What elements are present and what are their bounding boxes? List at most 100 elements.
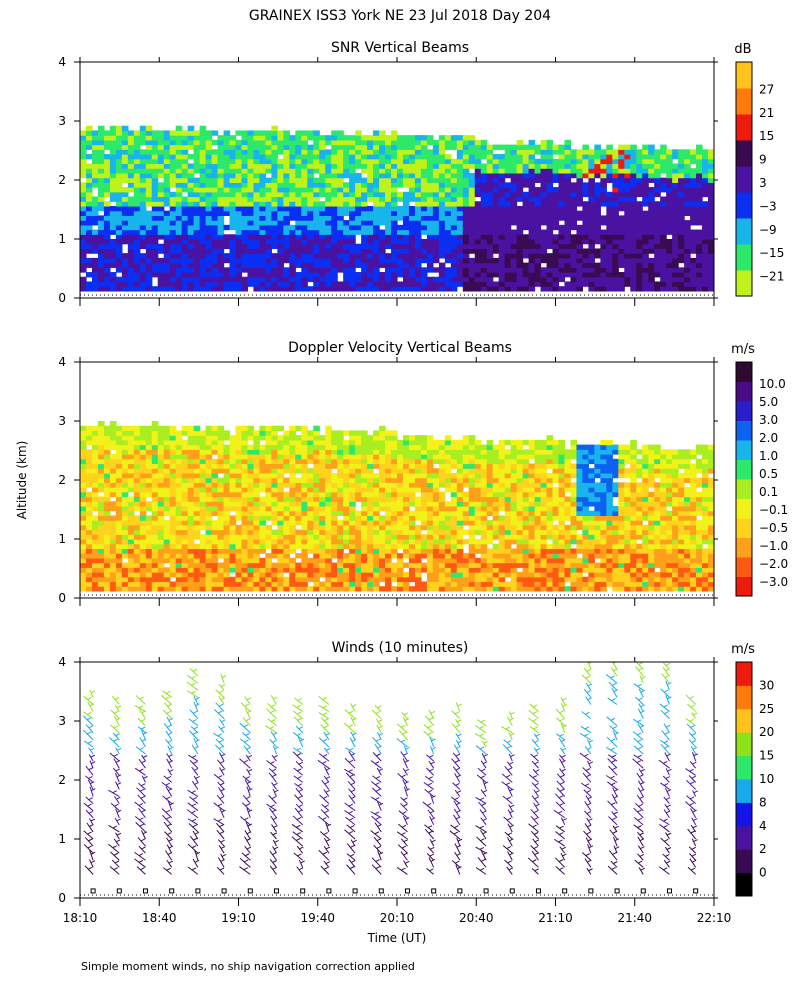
heatmap-cell <box>301 210 308 216</box>
heatmap-cell <box>127 163 135 169</box>
heatmap-cell <box>630 196 637 202</box>
heatmap-cell <box>175 548 183 554</box>
heatmap-cell <box>462 239 470 245</box>
heatmap-cell <box>223 130 231 136</box>
heatmap-cell <box>510 201 518 207</box>
heatmap-cell <box>492 239 500 245</box>
heatmap-cell <box>247 201 255 207</box>
heatmap-cell <box>313 135 320 141</box>
heatmap-cell <box>163 439 171 446</box>
heatmap-cell <box>319 248 326 254</box>
heatmap-cell <box>702 149 709 155</box>
heatmap-cell <box>402 281 410 287</box>
heatmap-cell <box>199 239 207 245</box>
heatmap-cell <box>199 534 207 540</box>
heatmap-cell <box>271 501 278 507</box>
heatmap-cell <box>708 220 714 226</box>
heatmap-cell <box>552 196 560 202</box>
heatmap-cell <box>301 205 308 212</box>
heatmap-cell <box>127 205 135 212</box>
heatmap-cell <box>121 262 129 268</box>
heatmap-cell <box>672 177 679 183</box>
heatmap-cell <box>450 163 458 169</box>
heatmap-cell <box>205 491 213 498</box>
heatmap-cell <box>391 215 398 221</box>
heatmap-cell <box>151 529 159 535</box>
heatmap-cell <box>522 272 530 278</box>
heatmap-cell <box>474 149 482 155</box>
heatmap-cell <box>157 248 165 254</box>
heatmap-cell <box>337 534 344 540</box>
heatmap-cell <box>444 267 452 273</box>
heatmap-cell <box>295 229 302 235</box>
heatmap-cell <box>361 454 368 460</box>
heatmap-cell <box>253 220 261 226</box>
heatmap-cell <box>498 281 506 287</box>
heatmap-cell <box>414 182 422 188</box>
heatmap-cell <box>229 196 237 202</box>
heatmap-cell <box>217 501 225 507</box>
heatmap-cell <box>163 472 171 479</box>
heatmap-cell <box>672 210 679 216</box>
heatmap-cell <box>355 205 362 212</box>
heatmap-cell <box>127 472 135 479</box>
heatmap-cell <box>199 243 207 250</box>
heatmap-cell <box>534 149 542 155</box>
heatmap-cell <box>115 220 123 226</box>
heatmap-cell <box>343 557 350 564</box>
heatmap-cell <box>666 243 673 250</box>
heatmap-cell <box>223 491 231 498</box>
heatmap-cell <box>181 454 189 460</box>
heatmap-cell <box>157 534 165 540</box>
heatmap-cell <box>91 477 99 483</box>
heatmap-cell <box>283 286 290 292</box>
heatmap-cell <box>80 130 87 136</box>
heatmap-cell <box>379 248 386 254</box>
heatmap-cell <box>217 239 225 245</box>
heatmap-cell <box>211 253 219 259</box>
heatmap-cell <box>337 463 344 469</box>
heatmap-cell <box>642 210 649 216</box>
heatmap-cell <box>295 477 302 483</box>
heatmap-cell <box>367 149 374 155</box>
heatmap-cell <box>109 229 117 235</box>
heatmap-cell <box>199 172 207 179</box>
heatmap-cell <box>492 196 500 202</box>
heatmap-cell <box>582 234 589 240</box>
heatmap-cell <box>97 191 105 198</box>
heatmap-cell <box>115 435 123 441</box>
heatmap-cell <box>528 220 536 226</box>
heatmap-cell <box>546 220 554 226</box>
heatmap-cell <box>205 534 213 540</box>
heatmap-cell <box>181 576 189 583</box>
heatmap-cell <box>313 257 320 264</box>
heatmap-cell <box>408 281 416 287</box>
heatmap-cell <box>498 220 506 226</box>
heatmap-cell <box>139 253 147 259</box>
heatmap-cell <box>211 205 219 212</box>
heatmap-cell <box>414 135 422 141</box>
heatmap-cell <box>402 229 410 235</box>
heatmap-cell <box>211 567 219 573</box>
heatmap-cell <box>199 491 207 498</box>
heatmap-cell <box>301 463 308 469</box>
heatmap-cell <box>612 187 619 193</box>
heatmap-cell <box>474 248 482 254</box>
heatmap-cell <box>289 468 296 474</box>
heatmap-cell <box>612 272 619 278</box>
heatmap-cell <box>229 187 237 193</box>
heatmap-cell <box>235 253 243 259</box>
heatmap-cell <box>85 220 93 226</box>
heatmap-cell <box>115 515 123 521</box>
heatmap-cell <box>241 149 249 155</box>
heatmap-cell <box>289 487 296 493</box>
heatmap-cell <box>151 253 159 259</box>
heatmap-cell <box>139 239 147 245</box>
heatmap-cell <box>349 243 356 250</box>
heatmap-cell <box>355 224 362 231</box>
heatmap-cell <box>199 562 207 568</box>
heatmap-cell <box>337 187 344 193</box>
heatmap-cell <box>331 548 338 554</box>
heatmap-cell <box>343 501 350 507</box>
heatmap-cell <box>133 276 141 283</box>
